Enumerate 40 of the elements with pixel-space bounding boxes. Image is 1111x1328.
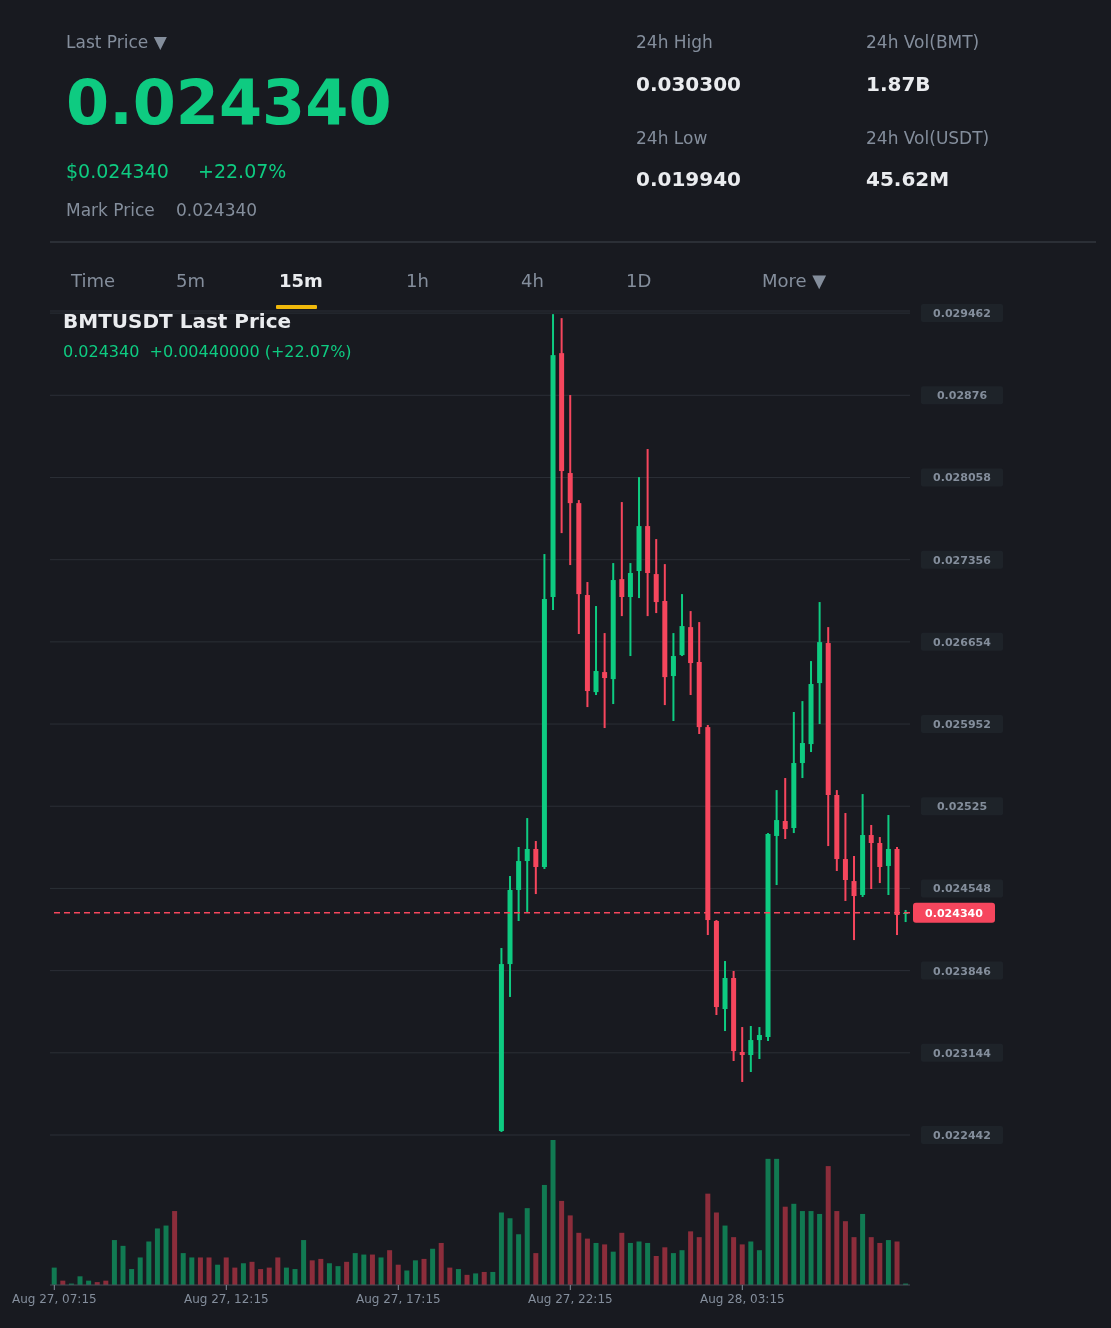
text: 24h Vol(USDT) xyxy=(866,128,990,149)
text: Last Price ▼ xyxy=(66,32,167,53)
text: 1D xyxy=(626,270,652,292)
text: 24h High xyxy=(636,32,713,53)
text: 15m xyxy=(279,270,323,292)
text: 45.62M xyxy=(866,167,950,191)
x-tick-label: Aug 27, 07:15 xyxy=(11,1292,97,1306)
text: 24h Low xyxy=(636,128,708,149)
chart-title: BMTUSDT Last Price xyxy=(63,309,292,333)
text: +22.07% xyxy=(198,160,287,183)
text: 1.87B xyxy=(866,72,931,96)
text: 24h Vol(BMT) xyxy=(866,32,980,53)
ref-line-label: 0.024340 xyxy=(925,906,984,920)
text: 4h xyxy=(521,270,544,292)
text: 5m xyxy=(176,270,205,292)
y-tick-label: 0.029462 xyxy=(933,307,991,321)
x-tick-label: Aug 27, 22:15 xyxy=(527,1292,613,1306)
y-tick-label: 0.027356 xyxy=(933,553,992,567)
text: 0.019940 xyxy=(636,167,742,191)
text: Mark Price xyxy=(66,200,155,221)
y-tick-label: 0.023846 xyxy=(933,964,992,978)
text: 0.024340 +0.00440000 (+22.07%) xyxy=(63,342,352,361)
y-tick-label: 0.024548 xyxy=(933,882,991,896)
y-tick-label: 0.02876 xyxy=(936,389,988,403)
y-tick-label: 0.02525 xyxy=(936,800,988,814)
text: Time xyxy=(71,270,116,292)
y-tick-label: 0.023144 xyxy=(933,1046,992,1060)
text: 0.030300 xyxy=(636,72,742,96)
y-tick-label: 0.022442 xyxy=(933,1129,991,1142)
y-tick-label: 0.025952 xyxy=(933,718,991,732)
y-tick-label: 0.028058 xyxy=(933,471,991,485)
text: $0.024340 xyxy=(66,160,169,183)
x-tick-label: Aug 27, 17:15 xyxy=(355,1292,441,1306)
text: 0.024340 xyxy=(66,66,392,141)
text: 1h xyxy=(406,270,429,292)
text: More ▼ xyxy=(762,270,827,292)
y-tick-label: 0.026654 xyxy=(933,635,992,649)
text: 0.024340 xyxy=(176,200,258,221)
x-tick-label: Aug 28, 03:15 xyxy=(699,1292,785,1306)
x-tick-label: Aug 27, 12:15 xyxy=(183,1292,269,1306)
